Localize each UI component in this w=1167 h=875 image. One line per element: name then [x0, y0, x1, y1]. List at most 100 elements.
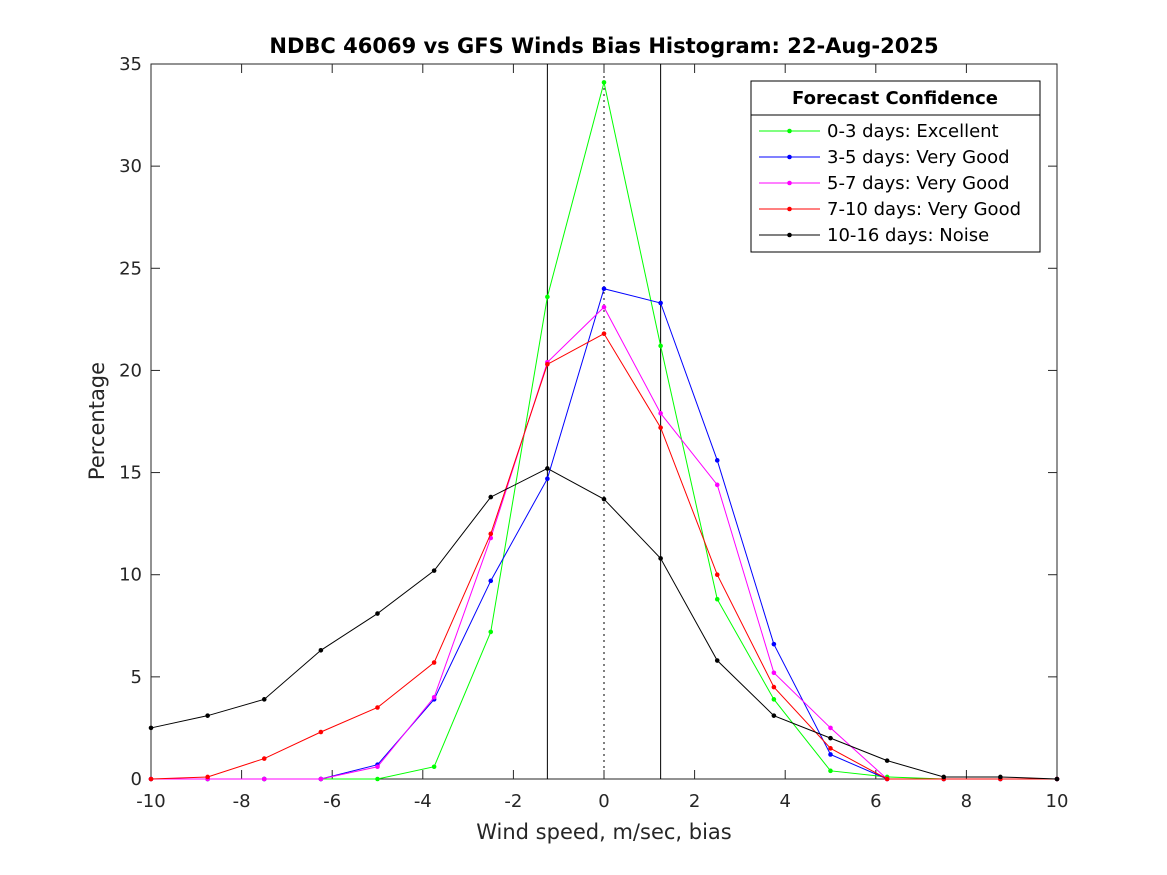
legend-item: 3-5 days: Very Good	[759, 147, 1010, 168]
axis-ticks: -10 -8 -6 -4 -2 0 2 4 6 8 10 0 5 10 15 20 25 30 35	[119, 54, 1068, 812]
data-point	[828, 725, 833, 731]
data-point	[771, 684, 777, 690]
x-tick-label: -6	[323, 791, 341, 812]
data-point	[601, 304, 607, 310]
y-tick-label: 30	[119, 156, 142, 177]
data-point	[941, 774, 947, 780]
y-tick-label: 35	[119, 54, 142, 75]
y-axis-label: Percentage	[85, 362, 109, 480]
y-tick-label: 25	[119, 258, 142, 279]
data-point	[261, 697, 267, 702]
x-tick-label: -10	[136, 791, 165, 812]
data-point	[828, 746, 833, 751]
data-point	[545, 466, 550, 471]
legend-label: 0-3 days: Excellent	[827, 121, 999, 142]
chart-title: NDBC 46069 vs GFS Winds Bias Histogram: …	[269, 34, 938, 58]
legend-label: 10-16 days: Noise	[827, 225, 989, 246]
data-point	[148, 725, 154, 731]
data-point	[601, 496, 607, 502]
data-point	[318, 776, 324, 782]
legend-label: 3-5 days: Very Good	[827, 147, 1010, 168]
data-point	[318, 729, 324, 735]
x-tick-label: 0	[598, 791, 609, 812]
data-point	[488, 494, 494, 500]
x-tick-label: 8	[961, 791, 972, 812]
legend: Forecast Confidence 0-3 days: Excellent 3…	[750, 80, 1041, 253]
data-point	[1054, 776, 1060, 782]
series-group	[148, 80, 1060, 782]
data-point	[545, 294, 550, 300]
data-point	[771, 697, 777, 702]
data-point	[828, 735, 833, 741]
data-point	[488, 629, 494, 635]
y-tick-label: 0	[131, 769, 142, 790]
data-point	[205, 774, 210, 780]
x-tick-label: 2	[689, 791, 700, 812]
data-point	[375, 764, 380, 770]
data-point	[658, 300, 663, 306]
x-tick-label: 10	[1046, 791, 1069, 812]
data-point	[261, 756, 267, 761]
data-point	[375, 705, 380, 710]
legend-label: 7-10 days: Very Good	[827, 199, 1021, 220]
y-tick-label: 15	[119, 463, 142, 484]
data-point	[714, 458, 720, 463]
legend-swatch-marker	[787, 154, 792, 160]
data-point	[545, 362, 550, 367]
data-point	[488, 578, 494, 584]
data-point	[884, 776, 890, 782]
x-tick-label: 4	[779, 791, 790, 812]
legend-item: 5-7 days: Very Good	[759, 173, 1010, 194]
series-5	[148, 466, 1060, 782]
data-point	[658, 556, 663, 561]
legend-box	[750, 80, 1041, 253]
x-axis-label: Wind speed, m/sec, bias	[476, 820, 732, 844]
data-point	[148, 776, 154, 782]
data-point	[431, 568, 437, 573]
y-tick-label: 10	[119, 565, 142, 586]
data-point	[205, 713, 210, 718]
data-point	[771, 713, 777, 718]
data-point	[601, 80, 607, 85]
legend-item: 0-3 days: Excellent	[759, 121, 999, 142]
data-point	[318, 648, 324, 653]
data-point	[488, 531, 494, 537]
data-point	[658, 343, 663, 349]
legend-swatch-marker	[787, 232, 792, 238]
data-point	[714, 596, 720, 602]
data-point	[828, 752, 833, 757]
data-point	[431, 660, 437, 665]
x-tick-label: -4	[414, 791, 432, 812]
data-point	[771, 641, 777, 647]
legend-swatch-marker	[787, 180, 792, 186]
data-point	[714, 482, 720, 488]
x-tick-label: -2	[504, 791, 522, 812]
reference-lines	[546, 64, 662, 779]
series-4	[148, 331, 1060, 782]
data-point	[545, 476, 550, 482]
legend-swatch-marker	[787, 128, 792, 134]
data-point	[658, 425, 663, 430]
legend-title: Forecast Confidence	[792, 88, 998, 109]
data-point	[261, 776, 267, 782]
data-point	[828, 768, 833, 774]
legend-swatch-marker	[787, 206, 792, 212]
y-tick-label: 20	[119, 360, 142, 381]
data-point	[601, 331, 607, 336]
legend-item: 10-16 days: Noise	[759, 225, 989, 246]
legend-label: 5-7 days: Very Good	[827, 173, 1010, 194]
data-point	[884, 758, 890, 763]
data-point	[375, 611, 380, 616]
data-point	[658, 411, 663, 416]
y-tick-label: 5	[131, 667, 142, 688]
data-point	[714, 658, 720, 663]
data-point	[431, 764, 437, 770]
data-point	[431, 694, 437, 700]
data-point	[601, 286, 607, 292]
legend-item: 7-10 days: Very Good	[759, 199, 1021, 220]
x-tick-label: 6	[870, 791, 881, 812]
data-point	[714, 572, 720, 578]
legend-items: 0-3 days: Excellent 3-5 days: Very Good 5-…	[759, 121, 1021, 246]
data-point	[771, 670, 777, 676]
